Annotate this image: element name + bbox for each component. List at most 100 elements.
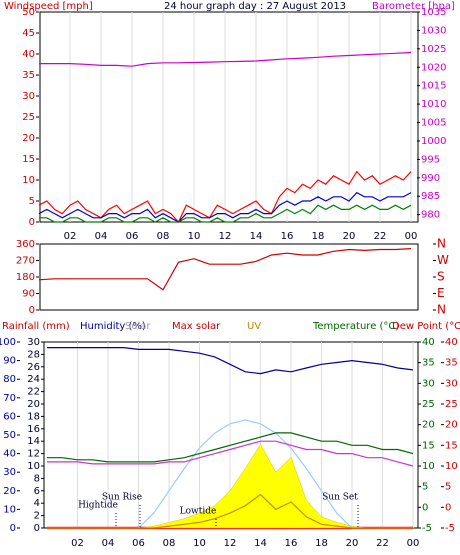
y-tick-label: 18 [27,411,40,422]
y-tick-label: 20 [22,133,35,144]
y-tick-label: 20 [3,486,16,497]
y-tick-label: 4 [34,498,40,509]
y-tick-label: 15 [445,440,458,451]
y-tick-label: 360 [16,239,35,250]
y-tick-label: 30 [3,467,16,478]
y-tick-label: 20 [422,420,435,431]
series-line [38,248,412,291]
annotation: Sun Rise [102,493,142,503]
chart-title: 24 hour graph day : 27 August 2013 [164,1,346,12]
y-tick-label: 90 [3,356,16,367]
y-tick-label: N [437,303,446,317]
annotation: Lowtide [180,507,217,517]
y-tick-label: 45 [22,28,35,39]
x-tick-label: 22 [376,538,389,549]
y-tick-label: 90 [22,289,35,300]
y-tick-label: 180 [16,272,35,283]
y-tick-label: 40 [3,449,16,460]
x-tick-label: 06 [132,538,145,549]
legend-label: Temperature (°C) [312,321,399,332]
y-tick-label: 40 [445,337,458,348]
y-tick-label: 24 [27,374,40,385]
legend-label: UV [247,321,261,332]
y-tick-label: 0 [422,502,428,513]
y-tick-label: 25 [445,399,458,410]
y-tick-label: 35 [22,70,35,81]
y-tick-label: 990 [421,173,440,184]
legend-label: Max solar [172,321,221,332]
x-tick-label: 20 [343,231,356,242]
y-tick-label: 20 [27,399,40,410]
y-tick-label: 26 [27,362,40,373]
y-tick-label: 0 [34,523,40,534]
x-tick-label: 08 [163,538,176,549]
series-line [39,204,412,223]
y-tick-label: 5 [29,196,35,207]
y-tick-label: 35 [422,358,435,369]
y-tick-label: 100 [0,337,16,348]
x-tick-label: 20 [346,538,359,549]
y-tick-label: 980 [421,210,440,221]
y-tick-label: 70 [3,393,16,404]
y-tick-label: 22 [27,387,40,398]
y-tick-label: 12 [27,449,40,460]
x-tick-label: 22 [374,231,387,242]
y-tick-label: 10 [422,461,435,472]
x-tick-label: 00 [407,538,420,549]
y-tick-label: 1000 [421,136,446,147]
y-tick-label: 50 [22,7,35,18]
series-line [39,51,412,67]
y-tick-label: 1030 [421,25,446,36]
x-tick-label: 18 [312,231,325,242]
y-tick-label: 16 [27,424,40,435]
series-line [47,440,414,467]
y-tick-label: 30 [22,91,35,102]
y-tick-label: 10 [22,175,35,186]
x-tick-label: 06 [126,231,139,242]
y-tick-label: W [437,253,449,267]
y-tick-label: 270 [16,256,35,267]
y-tick-label: 30 [422,378,435,389]
x-tick-label: 14 [250,231,263,242]
annotation: Sun Set [322,493,358,503]
annotation: Hightide [78,501,118,511]
legend-label: Rainfall (mm) [2,321,70,332]
y-tick-label: 2 [34,511,40,522]
y-tick-label: 10 [27,461,40,472]
y-tick-label: 5 [445,482,451,493]
y-tick-label: 1010 [421,99,446,110]
y-tick-label: -5 [422,523,432,534]
series-line [47,432,414,463]
y-tick-label: 20 [445,420,458,431]
y-tick-label: 80 [3,374,16,385]
y-tick-label: 8 [34,473,40,484]
y-tick-label: 10 [445,461,458,472]
y-tick-label: -5 [445,523,455,534]
series-line [47,347,414,375]
y-tick-label: 10 [3,504,16,515]
x-tick-label: 00 [405,231,418,242]
y-tick-label: 1025 [421,44,446,55]
x-tick-label: 16 [281,231,294,242]
y-tick-label: E [437,286,445,300]
x-tick-label: 14 [254,538,267,549]
y-tick-label: 25 [422,399,435,410]
y-axis-label: Windspeed [mph] [4,1,93,12]
x-tick-label: 02 [64,231,77,242]
y-tick-label: N [437,237,446,251]
y-tick-label: 60 [3,411,16,422]
y-tick-label: 15 [422,440,435,451]
x-tick-label: 10 [188,231,201,242]
y-tick-label: 40 [22,49,35,60]
y-tick-label: 0 [29,305,35,316]
y-tick-label: 14 [27,436,40,447]
y-tick-label: 985 [421,191,440,202]
series-line [38,191,412,223]
y-tick-label: 6 [34,486,40,497]
y-tick-label: 30 [445,378,458,389]
y-tick-label: 995 [421,154,440,165]
legend-label: Dew Point (°C) [392,321,460,332]
y-tick-label: 1015 [421,81,446,92]
y-tick-label: 35 [445,358,458,369]
